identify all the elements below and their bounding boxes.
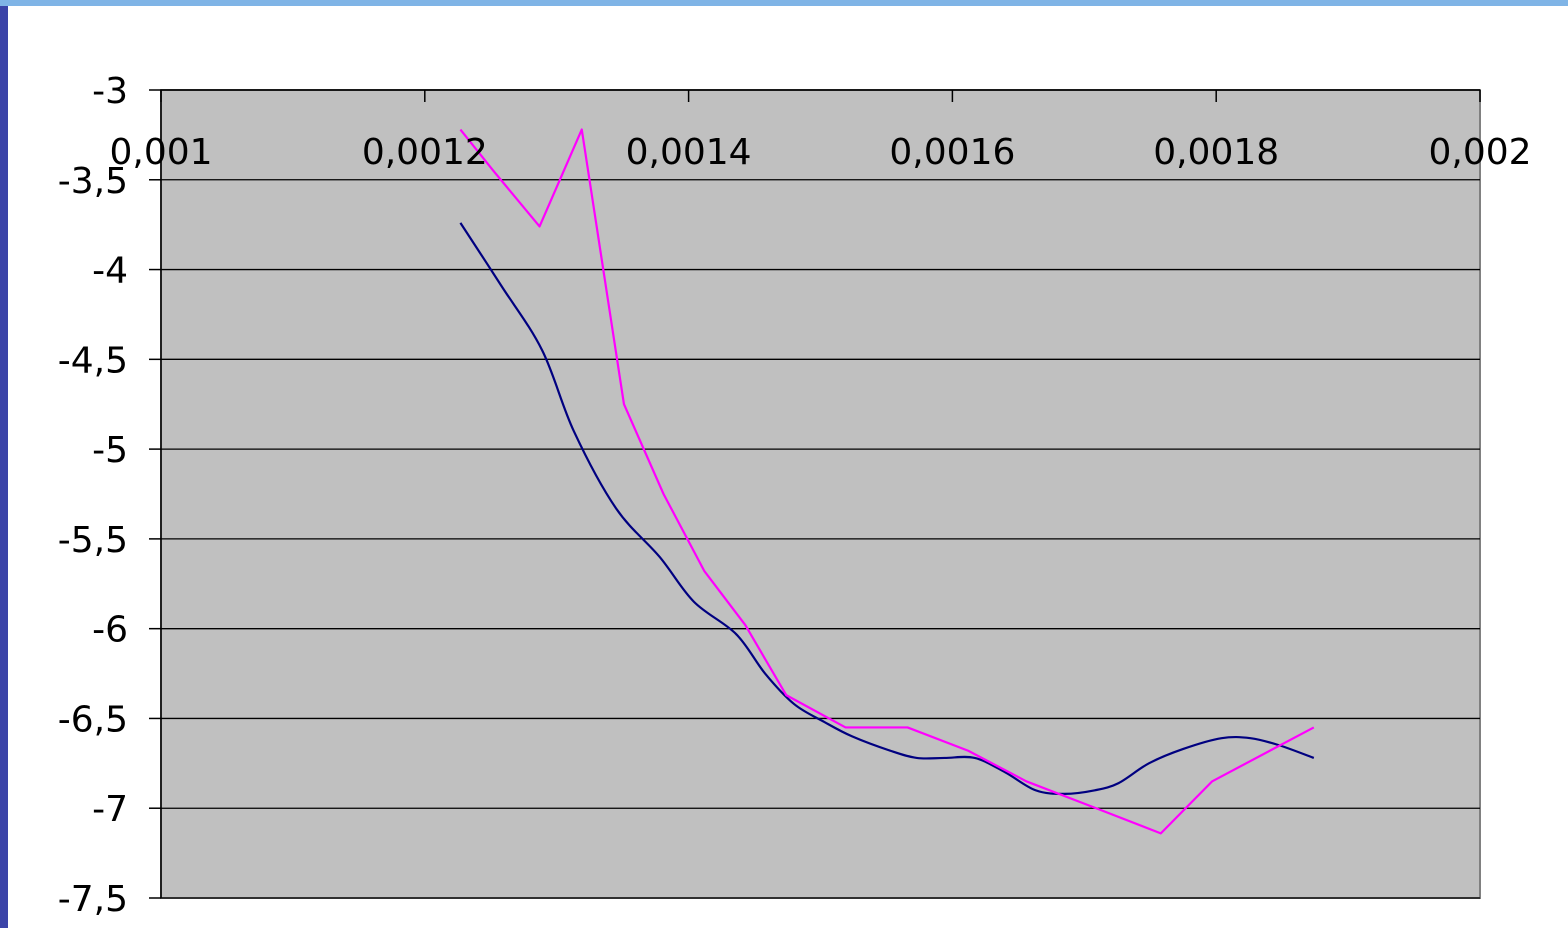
series-line-2 — [459, 128, 1315, 835]
x-tick-label: 0,0016 — [889, 132, 1015, 173]
y-tick-label: -5 — [92, 430, 128, 471]
x-tick-label: 0,0012 — [362, 132, 488, 173]
x-tick-label: 0,0014 — [626, 132, 752, 173]
y-tick-label: -3 — [92, 71, 128, 112]
y-tick-label: -5,5 — [58, 520, 128, 561]
y-tick-label: -7 — [92, 789, 128, 830]
y-tick-label: -6 — [92, 610, 128, 651]
plot-area — [160, 89, 1481, 899]
x-tick-label: 0,002 — [1428, 132, 1531, 173]
series-line-1 — [459, 222, 1315, 795]
y-tick-label: -4,5 — [58, 340, 128, 381]
slide-left-frame — [0, 0, 8, 928]
y-tick-label: -3,5 — [58, 161, 128, 202]
y-tick-label: -7,5 — [58, 879, 128, 920]
y-tick-label: -4 — [92, 251, 128, 292]
y-tick-label: -6,5 — [58, 699, 128, 740]
gridlines — [161, 89, 1480, 899]
slide-top-band — [0, 0, 1568, 6]
x-tick-labels: 0,001 0,0012 0,0014 0,0016 0,0018 0,002 — [109, 132, 1531, 173]
y-tick-labels: -3 -3,5 -4 -4,5 -5 -5,5 -6 -6,5 -7 -7,5 — [58, 71, 128, 920]
x-tick-label: 0,0018 — [1153, 132, 1279, 173]
x-tick-label: 0,001 — [109, 132, 212, 173]
axes — [149, 89, 1481, 899]
series-lines — [459, 128, 1315, 835]
